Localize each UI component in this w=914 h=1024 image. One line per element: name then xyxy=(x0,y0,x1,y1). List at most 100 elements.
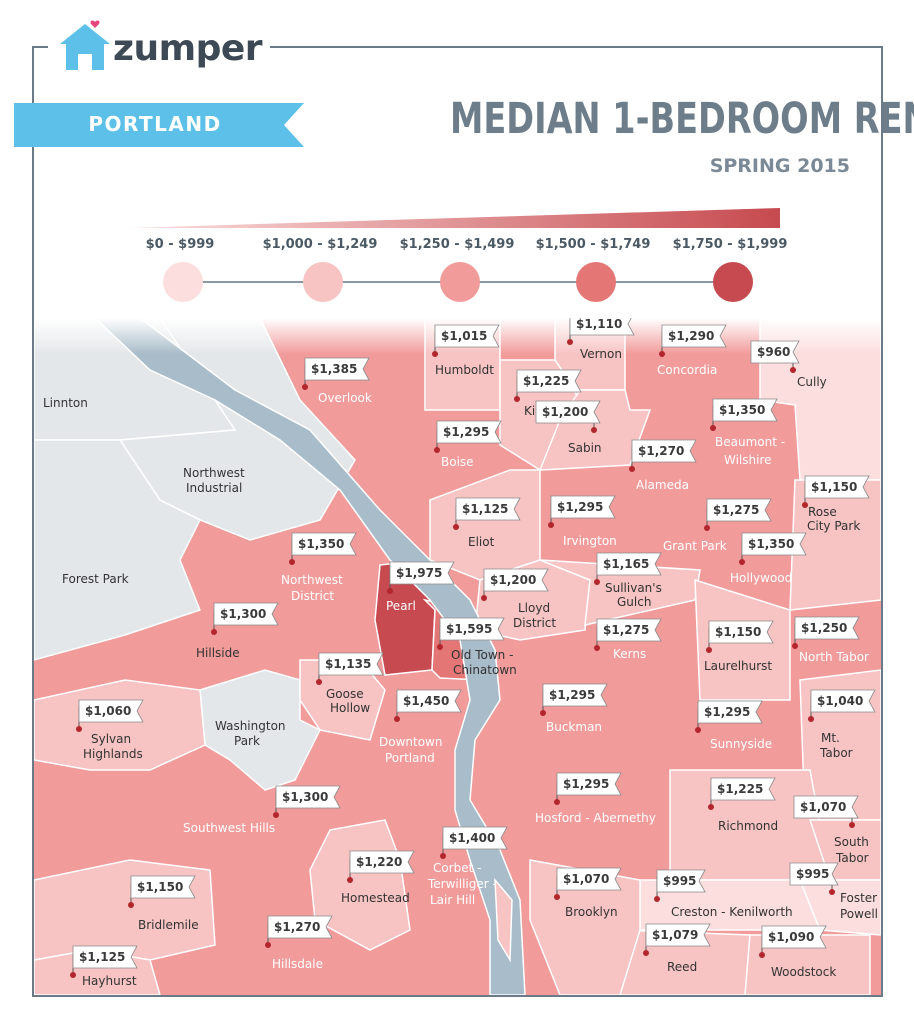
rent-value-sunnyside: $1,295 xyxy=(704,705,750,719)
neighborhood-label-goose-hollow: Goose Hollow xyxy=(326,687,370,715)
location-pin-icon xyxy=(591,427,597,433)
rent-value-lloyd-district: $1,200 xyxy=(490,573,536,587)
location-pin-icon xyxy=(211,629,217,635)
neighborhood-label-north-tabor: North Tabor xyxy=(799,650,869,664)
legend-label-0: $0 - $999 xyxy=(145,237,215,252)
legend-label-3: $1,500 - $1,749 xyxy=(535,237,651,252)
legend xyxy=(130,208,780,302)
rent-flag-sabin: $1,200 xyxy=(535,400,601,433)
neighborhood-label-vernon: Vernon xyxy=(580,347,622,361)
rent-flag-overlook: $1,385 xyxy=(302,357,370,390)
rent-value-sylvan-highlands: $1,060 xyxy=(85,704,131,718)
rent-flag-lloyd-district: $1,200 xyxy=(481,568,549,601)
neighborhood-label-south-tabor: South Tabor xyxy=(834,835,869,865)
rent-flag-humboldt: $1,015 xyxy=(432,324,500,357)
rent-value-mt-tabor: $1,040 xyxy=(817,694,863,708)
rent-value-homestead: $1,220 xyxy=(356,855,402,869)
neighborhood-label-southwest-hills: Southwest Hills xyxy=(183,821,275,835)
rent-flag-south-tabor: $1,070 xyxy=(793,795,859,828)
location-pin-icon xyxy=(704,525,710,531)
location-pin-icon xyxy=(434,447,440,453)
page-subtitle: SPRING 2015 xyxy=(709,155,850,177)
neighborhood-label-eliot: Eliot xyxy=(468,535,495,549)
location-pin-icon xyxy=(289,559,295,565)
neighborhood-label-brooklyn: Brooklyn xyxy=(565,905,618,919)
rent-flag-boise: $1,295 xyxy=(434,420,502,453)
house-icon xyxy=(60,24,110,70)
location-pin-icon xyxy=(432,351,438,357)
neighborhood-label-pearl: Pearl xyxy=(386,599,416,613)
rent-value-north-tabor: $1,250 xyxy=(801,621,847,635)
city-ribbon xyxy=(14,103,304,147)
location-pin-icon xyxy=(387,588,393,594)
rent-flag-hillside: $1,300 xyxy=(211,602,279,635)
page-title: MEDIAN 1-BEDROOM RENT xyxy=(449,94,914,144)
location-pin-icon xyxy=(481,595,487,601)
location-pin-icon xyxy=(708,804,714,810)
rent-value-overlook: $1,385 xyxy=(311,362,357,376)
location-pin-icon xyxy=(759,952,765,958)
area-label-washington-park: Washington Park xyxy=(215,719,286,748)
location-pin-icon xyxy=(70,972,76,978)
rent-flag-rose-city-park: $1,150 xyxy=(802,475,870,508)
rent-value-sabin: $1,200 xyxy=(542,405,588,419)
neighborhood-label-hollywood: Hollywood xyxy=(730,571,792,585)
rent-flag-hayhurst: $1,125 xyxy=(70,945,138,978)
rent-value-hollywood: $1,350 xyxy=(748,537,794,551)
neighborhood-label-old-town-chinatown: Old Town -Chinatown xyxy=(451,648,517,677)
infographic-frame xyxy=(32,46,883,997)
rent-value-concordia: $1,290 xyxy=(668,329,714,343)
neighborhood-label-northwest-district: Northwest District xyxy=(281,573,343,603)
legend-swatch-1 xyxy=(303,262,343,302)
rent-value-reed: $1,079 xyxy=(652,928,698,942)
location-pin-icon xyxy=(540,710,546,716)
rent-value-grant-park: $1,275 xyxy=(713,503,759,517)
rent-value-hillside: $1,300 xyxy=(220,607,266,621)
rent-flag-north-tabor: $1,250 xyxy=(792,616,860,649)
location-pin-icon xyxy=(347,877,353,883)
heart-icon xyxy=(90,20,100,28)
rent-flag-eliot: $1,125 xyxy=(453,497,521,530)
rent-value-hayhurst: $1,125 xyxy=(79,950,125,964)
rent-flag-homestead: $1,220 xyxy=(347,850,415,883)
rent-value-creston-kenilworth: $995 xyxy=(663,874,696,888)
rent-value-king: $1,225 xyxy=(523,374,569,388)
rent-value-brooklyn: $1,070 xyxy=(563,872,609,886)
rent-value-pearl: $1,975 xyxy=(396,566,442,580)
location-pin-icon xyxy=(629,466,635,472)
rent-flag-sullivan-s-gulch: $1,165 xyxy=(594,552,662,585)
rent-flag-king: $1,225 xyxy=(514,369,582,402)
neighborhood-label-richmond: Richmond xyxy=(718,819,778,833)
area-sullivans xyxy=(539,559,701,626)
neighborhood-label-bridlemile: Bridlemile xyxy=(138,918,199,932)
location-pin-icon xyxy=(453,524,459,530)
neighborhood-label-sabin: Sabin xyxy=(568,441,602,455)
rent-value-laurelhurst: $1,150 xyxy=(715,625,761,639)
rent-flag-cully: $960 xyxy=(750,340,800,373)
legend-swatch-0 xyxy=(163,262,203,302)
rent-value-beaumont-wilshire: $1,350 xyxy=(719,403,765,417)
zumper-logo xyxy=(60,20,110,70)
location-pin-icon xyxy=(654,896,660,902)
rent-value-alameda: $1,270 xyxy=(638,444,684,458)
rent-flag-vernon: $1,110 xyxy=(567,318,635,345)
location-pin-icon xyxy=(739,559,745,565)
neighborhood-label-beaumont-wilshire: Beaumont -Wilshire xyxy=(715,435,785,467)
rent-flag-sylvan-highlands: $1,060 xyxy=(76,699,144,732)
willamette-river xyxy=(93,318,526,995)
rent-flag-kerns: $1,275 xyxy=(594,618,662,651)
neighborhood-label-hosford-abernethy: Hosford - Abernethy xyxy=(535,811,656,825)
legend-label-4: $1,750 - $1,999 xyxy=(672,237,788,252)
legend-swatch-2 xyxy=(440,262,480,302)
neighborhood-label-sullivan-s-gulch: Sullivan's Gulch xyxy=(605,581,662,609)
neighborhood-label-downtown-portland: Downtown Portland xyxy=(379,735,442,765)
rent-value-bridlemile: $1,150 xyxy=(137,880,183,894)
neighborhood-label-homestead: Homestead xyxy=(341,891,410,905)
neighborhood-label-alameda: Alameda xyxy=(636,478,689,492)
location-pin-icon xyxy=(302,384,308,390)
rent-flag-northwest-district: $1,350 xyxy=(289,532,357,565)
rent-flag-creston-kenilworth: $995 xyxy=(654,869,706,902)
rent-value-irvington: $1,295 xyxy=(557,500,603,514)
brand-name: zumper xyxy=(113,28,263,69)
neighborhood-label-grant-park: Grant Park xyxy=(663,539,727,553)
